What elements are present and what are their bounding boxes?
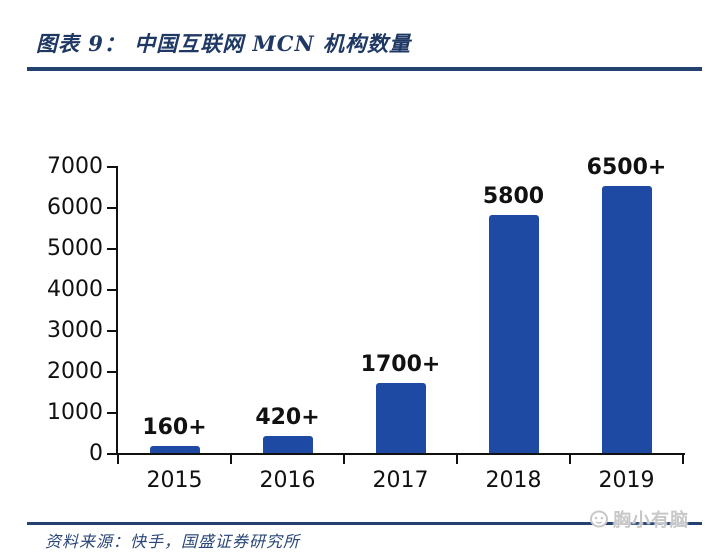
y-axis-tick (107, 207, 116, 209)
x-axis-tick (117, 455, 119, 464)
bar-2018 (488, 215, 539, 453)
x-axis-category-label-2018: 2018 (485, 468, 542, 493)
y-axis-tick-label: 3000 (47, 318, 103, 343)
y-axis-tick (107, 289, 116, 291)
watermark: 胸小有脑 (588, 506, 689, 532)
x-axis-tick (230, 455, 232, 464)
y-axis-tick-label: 7000 (47, 154, 103, 179)
y-axis-tick (107, 166, 116, 168)
bar-value-label-2019: 6500+ (586, 155, 667, 180)
bar-2016 (262, 436, 313, 453)
y-axis-tick-label: 5000 (47, 236, 103, 261)
x-axis-category-label-2017: 2017 (372, 468, 429, 493)
watermark-face-icon (590, 510, 608, 528)
footer-divider-rule (27, 522, 702, 525)
figure-title: 图表 9： 中国互联网 MCN 机构数量 (36, 31, 412, 56)
y-axis-tick-label: 1000 (47, 400, 103, 425)
y-axis-tick-label: 0 (89, 441, 103, 466)
x-axis-tick (682, 455, 684, 464)
x-axis-category-label-2016: 2016 (259, 468, 316, 493)
bar-value-label-2015: 160+ (142, 415, 207, 440)
bar-value-label-2016: 420+ (255, 405, 320, 430)
source-note: 资料来源：快手，国盛证券研究所 (45, 532, 301, 551)
x-axis-category-label-2019: 2019 (598, 468, 655, 493)
title-divider-rule (27, 67, 702, 71)
y-axis-tick (107, 412, 116, 414)
y-axis-tick (107, 248, 116, 250)
x-axis-line (116, 453, 685, 455)
y-axis-tick (107, 330, 116, 332)
bar-2015 (149, 446, 200, 453)
y-axis-tick-label: 4000 (47, 277, 103, 302)
x-axis-tick (456, 455, 458, 464)
y-axis-tick (107, 453, 116, 455)
x-axis-tick (569, 455, 571, 464)
y-axis-line (116, 166, 118, 455)
watermark-text: 胸小有脑 (613, 510, 689, 531)
x-axis-category-label-2015: 2015 (146, 468, 203, 493)
y-axis-tick (107, 371, 116, 373)
x-axis-tick (343, 455, 345, 464)
bar-value-label-2018: 5800 (482, 184, 545, 209)
bar-value-label-2017: 1700+ (360, 352, 441, 377)
bar-2017 (375, 383, 426, 453)
y-axis-tick-label: 2000 (47, 359, 103, 384)
y-axis-tick-label: 6000 (47, 195, 103, 220)
bar-2019 (601, 186, 652, 453)
